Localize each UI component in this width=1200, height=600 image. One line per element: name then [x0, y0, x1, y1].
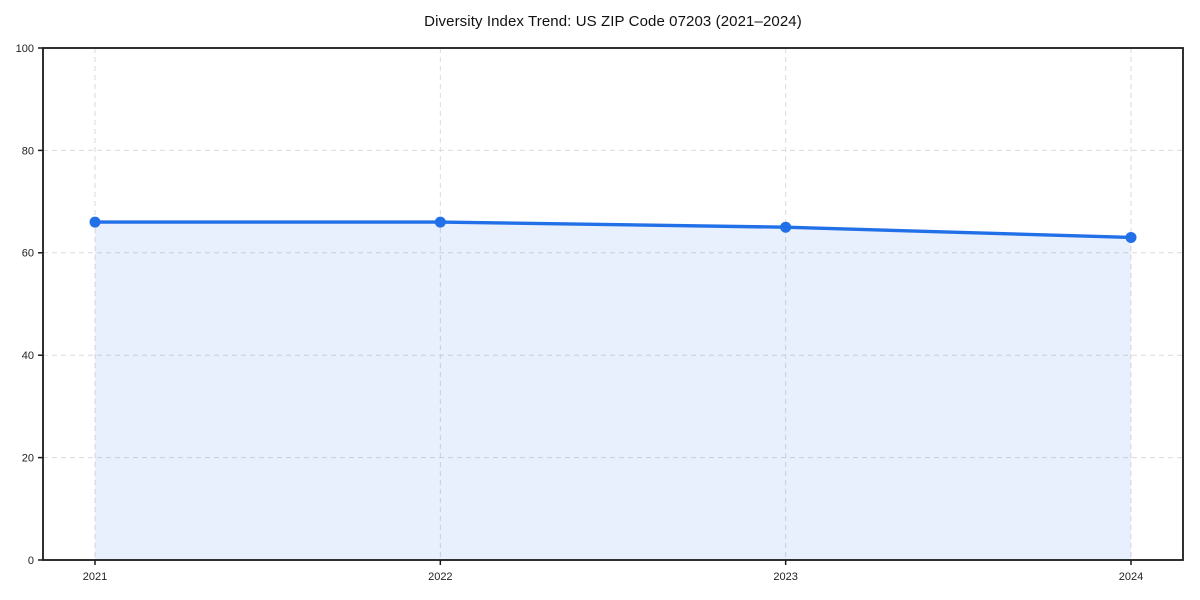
y-tick-label: 80: [22, 145, 34, 157]
x-tick-label: 2023: [773, 571, 797, 583]
y-tick-label: 20: [22, 452, 34, 464]
x-tick-label: 2022: [428, 571, 452, 583]
x-tick-label: 2024: [1119, 571, 1143, 583]
y-tick-label: 100: [16, 43, 34, 55]
x-tick-label: 2021: [83, 571, 107, 583]
y-tick-label: 0: [28, 555, 34, 567]
data-point-marker: [1125, 231, 1137, 243]
plot-border: [42, 47, 1184, 561]
chart-title: Diversity Index Trend: US ZIP Code 07203…: [424, 13, 802, 30]
data-point-marker: [434, 216, 446, 228]
y-tick-label: 40: [22, 350, 34, 362]
y-tick-label: 60: [22, 248, 34, 260]
trend-line: [93, 220, 1133, 240]
data-point-marker: [780, 221, 792, 233]
data-point-marker: [89, 216, 101, 228]
area-fill: [95, 222, 1131, 560]
